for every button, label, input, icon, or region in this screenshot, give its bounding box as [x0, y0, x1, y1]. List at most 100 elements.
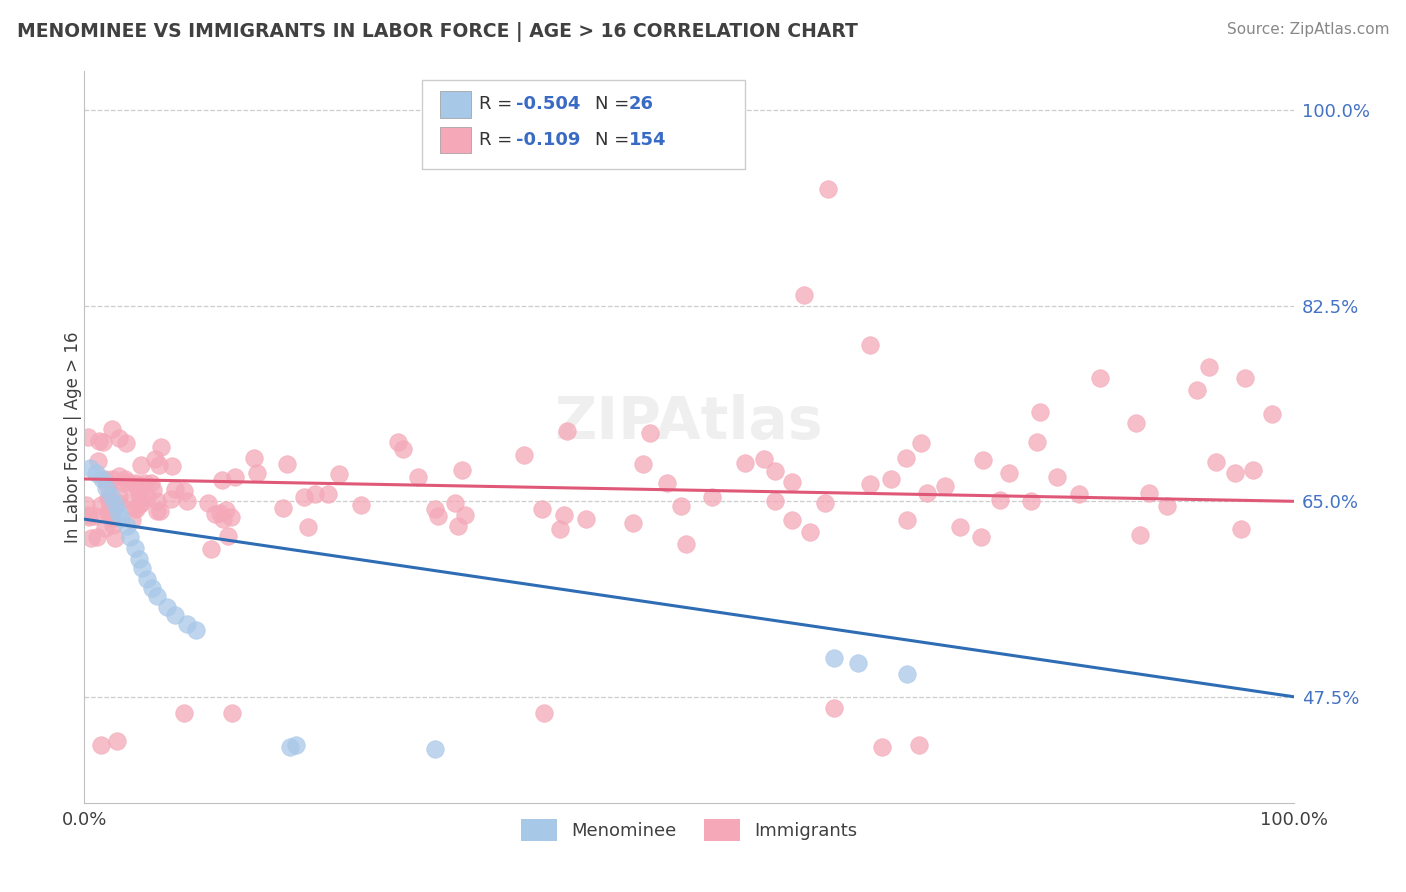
Point — [799, 524, 821, 539]
Point — [447, 519, 470, 533]
Point — [896, 667, 918, 681]
Point — [896, 513, 918, 527]
Point — [763, 464, 786, 478]
Text: R =: R = — [479, 95, 519, 113]
Point — [243, 450, 266, 465]
Point — [134, 476, 156, 491]
Point — [910, 436, 932, 450]
Point — [124, 501, 146, 516]
Text: Source: ZipAtlas.com: Source: ZipAtlas.com — [1226, 22, 1389, 37]
Point — [219, 510, 242, 524]
Text: 154: 154 — [628, 131, 666, 149]
Point — [100, 489, 122, 503]
Point — [271, 501, 294, 516]
Point — [292, 490, 315, 504]
Point — [675, 537, 697, 551]
Point — [1067, 487, 1090, 501]
Text: MENOMINEE VS IMMIGRANTS IN LABOR FORCE | AGE > 16 CORRELATION CHART: MENOMINEE VS IMMIGRANTS IN LABOR FORCE |… — [17, 22, 858, 42]
Point — [387, 435, 409, 450]
Point — [105, 734, 128, 748]
Point — [108, 431, 131, 445]
Point — [184, 623, 207, 637]
Point — [84, 508, 107, 523]
Point — [103, 517, 125, 532]
Point — [1185, 383, 1208, 397]
Point — [531, 502, 554, 516]
Point — [136, 573, 159, 587]
Point — [896, 451, 918, 466]
Point — [131, 561, 153, 575]
Point — [988, 492, 1011, 507]
Point — [217, 528, 239, 542]
Point — [176, 617, 198, 632]
Point — [1205, 455, 1227, 469]
Point — [124, 500, 146, 515]
Point — [1046, 470, 1069, 484]
Point — [114, 435, 136, 450]
Text: N =: N = — [595, 95, 634, 113]
Point — [131, 458, 153, 472]
Point — [155, 600, 177, 615]
Point — [221, 706, 243, 721]
Point — [276, 458, 298, 472]
Point — [142, 483, 165, 497]
Point — [1198, 360, 1220, 375]
Point — [423, 502, 446, 516]
Point — [350, 498, 373, 512]
Point — [211, 473, 233, 487]
Point — [209, 506, 232, 520]
Point — [1129, 527, 1152, 541]
Point — [814, 495, 837, 509]
Point — [392, 442, 415, 456]
Point — [117, 475, 139, 489]
Point — [149, 440, 172, 454]
Point — [408, 470, 430, 484]
Point — [763, 493, 786, 508]
Point — [98, 493, 121, 508]
Point — [143, 451, 166, 466]
Point — [115, 519, 138, 533]
Point — [145, 494, 167, 508]
Point — [907, 738, 929, 752]
Point — [108, 469, 131, 483]
Point — [121, 513, 143, 527]
Point — [100, 511, 122, 525]
Point — [451, 462, 474, 476]
Point — [1230, 522, 1253, 536]
Point — [97, 507, 120, 521]
Point — [110, 511, 132, 525]
Point — [91, 435, 114, 450]
Point — [1241, 463, 1264, 477]
Point — [120, 530, 142, 544]
Point — [128, 487, 150, 501]
Point — [98, 496, 121, 510]
Point — [555, 424, 578, 438]
Point — [1137, 486, 1160, 500]
Point — [197, 496, 219, 510]
Point — [211, 512, 233, 526]
Point — [780, 513, 803, 527]
Point — [97, 479, 120, 493]
Point — [880, 472, 903, 486]
Point — [91, 472, 114, 486]
Point — [444, 495, 467, 509]
Point — [97, 491, 120, 505]
Point — [108, 489, 131, 503]
Point — [328, 467, 350, 482]
Point — [1223, 466, 1246, 480]
Point — [97, 502, 120, 516]
Point — [872, 739, 894, 754]
Point — [846, 657, 869, 671]
Point — [423, 742, 446, 756]
Point — [453, 508, 475, 522]
Point — [702, 490, 724, 504]
Point — [633, 457, 655, 471]
Point — [103, 501, 125, 516]
Point — [176, 493, 198, 508]
Point — [108, 496, 131, 510]
Point — [131, 496, 153, 510]
Point — [640, 426, 662, 441]
Point — [246, 466, 269, 480]
Point — [87, 434, 110, 449]
Point — [426, 508, 449, 523]
